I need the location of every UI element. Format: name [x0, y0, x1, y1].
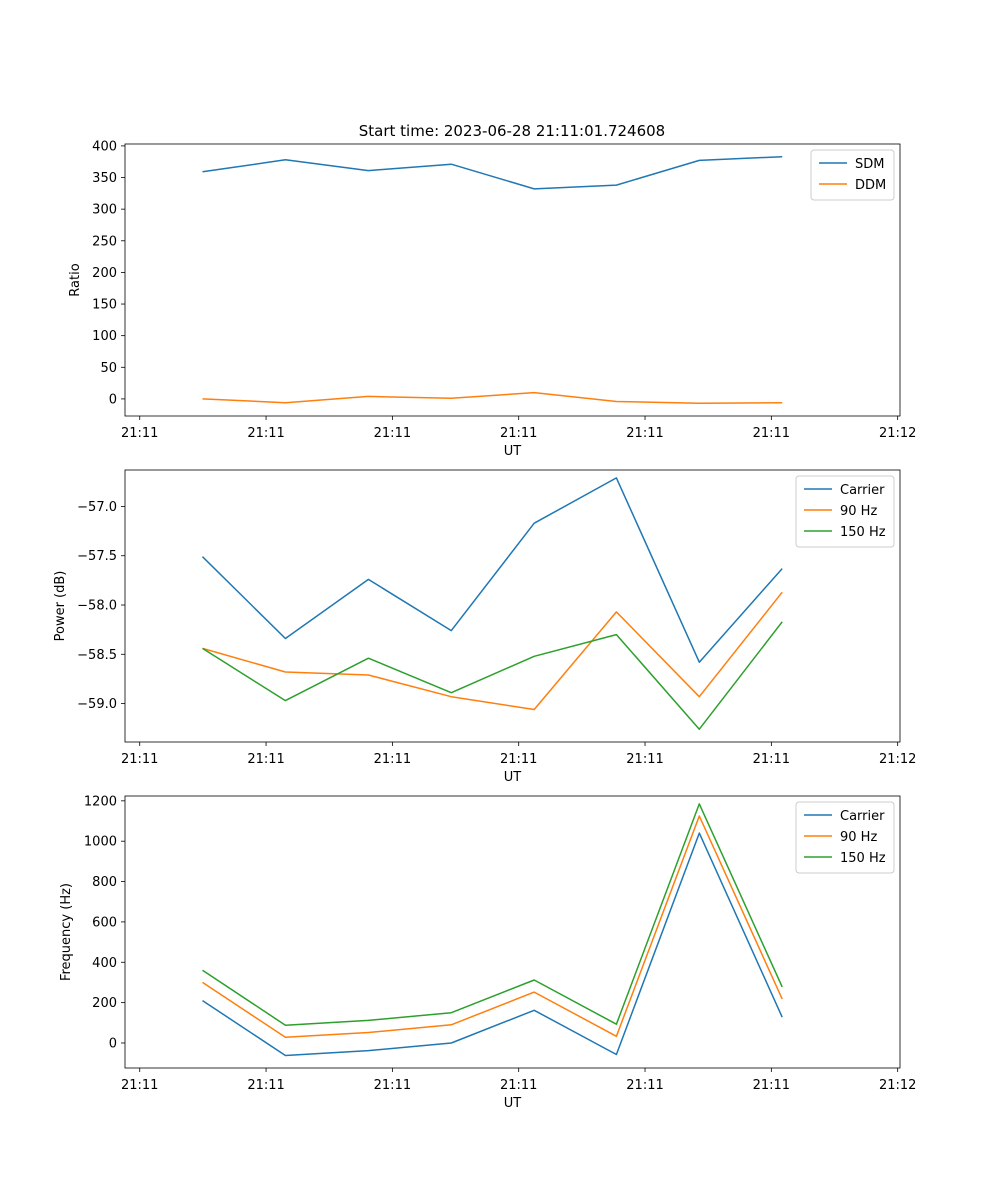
- x-tick-label: 21:11: [753, 426, 790, 441]
- y-tick-label: −58.5: [77, 648, 117, 663]
- x-tick-label: 21:11: [374, 426, 411, 441]
- y-tick-label: 1200: [84, 794, 117, 809]
- x-tick-label: 21:11: [753, 1078, 790, 1093]
- legend-box: [795, 475, 895, 548]
- y-axis-label: Ratio: [68, 263, 83, 296]
- legend-label: DDM: [855, 178, 886, 193]
- x-tick-label: 21:11: [626, 426, 663, 441]
- y-tick-label: 150: [92, 298, 117, 313]
- legend-box: [795, 801, 895, 874]
- y-tick-label: 100: [92, 329, 117, 344]
- x-tick-label: 21:12: [879, 1078, 916, 1093]
- y-tick-label: 200: [92, 996, 117, 1011]
- y-tick-label: 0: [109, 392, 117, 407]
- y-axis-label: Power (dB): [53, 571, 68, 642]
- x-tick-label: 21:11: [374, 752, 411, 767]
- x-tick-label: 21:11: [626, 1078, 663, 1093]
- legend-label: 90 Hz: [840, 830, 877, 845]
- series-line-150-hz: [202, 803, 783, 1026]
- series-line-90-hz: [202, 815, 783, 1039]
- legend-label: Carrier: [840, 483, 885, 498]
- legend: Carrier 90 Hz 150 Hz: [795, 801, 895, 874]
- subplot-2: 21:11 21:11 21:11 21:11 21:11 21:11 21:12 −57.0…: [53, 469, 916, 785]
- legend-label: SDM: [855, 157, 884, 172]
- y-tick-label: −57.5: [77, 549, 117, 564]
- x-tick-label: 21:12: [879, 752, 916, 767]
- axes-frame: [124, 469, 901, 743]
- legend-label: Carrier: [840, 809, 885, 824]
- x-tick-label: 21:11: [121, 426, 158, 441]
- y-tick-label: 350: [92, 171, 117, 186]
- x-tick-label: 21:11: [500, 752, 537, 767]
- x-tick-label: 21:11: [247, 752, 284, 767]
- legend-label: 150 Hz: [840, 525, 886, 540]
- x-axis-label: UT: [504, 770, 522, 785]
- y-tick-label: −59.0: [77, 697, 117, 712]
- series-line-150-hz: [202, 621, 783, 730]
- subplot-1: 21:11 21:11 21:11 21:11 21:11 21:11 21:12 0 50 10…: [68, 139, 916, 459]
- x-axis-label: UT: [504, 1096, 522, 1111]
- legend-label: 90 Hz: [840, 504, 877, 519]
- y-tick-label: 200: [92, 266, 117, 281]
- y-tick-label: 600: [92, 915, 117, 930]
- x-axis-label: UT: [504, 444, 522, 459]
- y-tick-label: 0: [109, 1036, 117, 1051]
- y-tick-label: 250: [92, 234, 117, 249]
- legend: SDM DDM: [810, 149, 895, 201]
- x-tick-label: 21:11: [753, 752, 790, 767]
- axes-frame: [124, 795, 901, 1069]
- x-tick-label: 21:11: [374, 1078, 411, 1093]
- x-tick-label: 21:11: [500, 1078, 537, 1093]
- x-tick-label: 21:11: [247, 1078, 284, 1093]
- y-axis-label: Frequency (Hz): [59, 883, 74, 981]
- y-tick-label: −58.0: [77, 599, 117, 614]
- series-line-carrier: [202, 832, 783, 1057]
- x-tick-label: 21:11: [500, 426, 537, 441]
- series-line-carrier: [201, 477, 783, 663]
- y-tick-label: 50: [100, 361, 117, 376]
- y-tick-label: 800: [92, 875, 117, 890]
- chart-title: Start time: 2023-06-28 21:11:01.724608: [359, 122, 665, 140]
- x-tick-label: 21:11: [247, 426, 284, 441]
- y-tick-label: 400: [92, 139, 117, 154]
- legend: Carrier 90 Hz 150 Hz: [795, 475, 895, 548]
- subplot-3: 21:11 21:11 21:11 21:11 21:11 21:11 21:12 0 200 4…: [59, 794, 916, 1111]
- series-line-ddm: [202, 391, 783, 405]
- x-tick-label: 21:12: [879, 426, 916, 441]
- series-line-90-hz: [202, 591, 783, 711]
- axes-frame: [124, 143, 901, 417]
- legend-label: 150 Hz: [840, 851, 886, 866]
- x-tick-label: 21:11: [626, 752, 663, 767]
- series-line-sdm: [202, 155, 783, 190]
- x-tick-label: 21:11: [121, 752, 158, 767]
- y-tick-label: 1000: [84, 835, 117, 850]
- x-tick-label: 21:11: [121, 1078, 158, 1093]
- y-tick-label: 300: [92, 203, 117, 218]
- y-tick-label: −57.0: [77, 500, 117, 515]
- y-tick-label: 400: [92, 956, 117, 971]
